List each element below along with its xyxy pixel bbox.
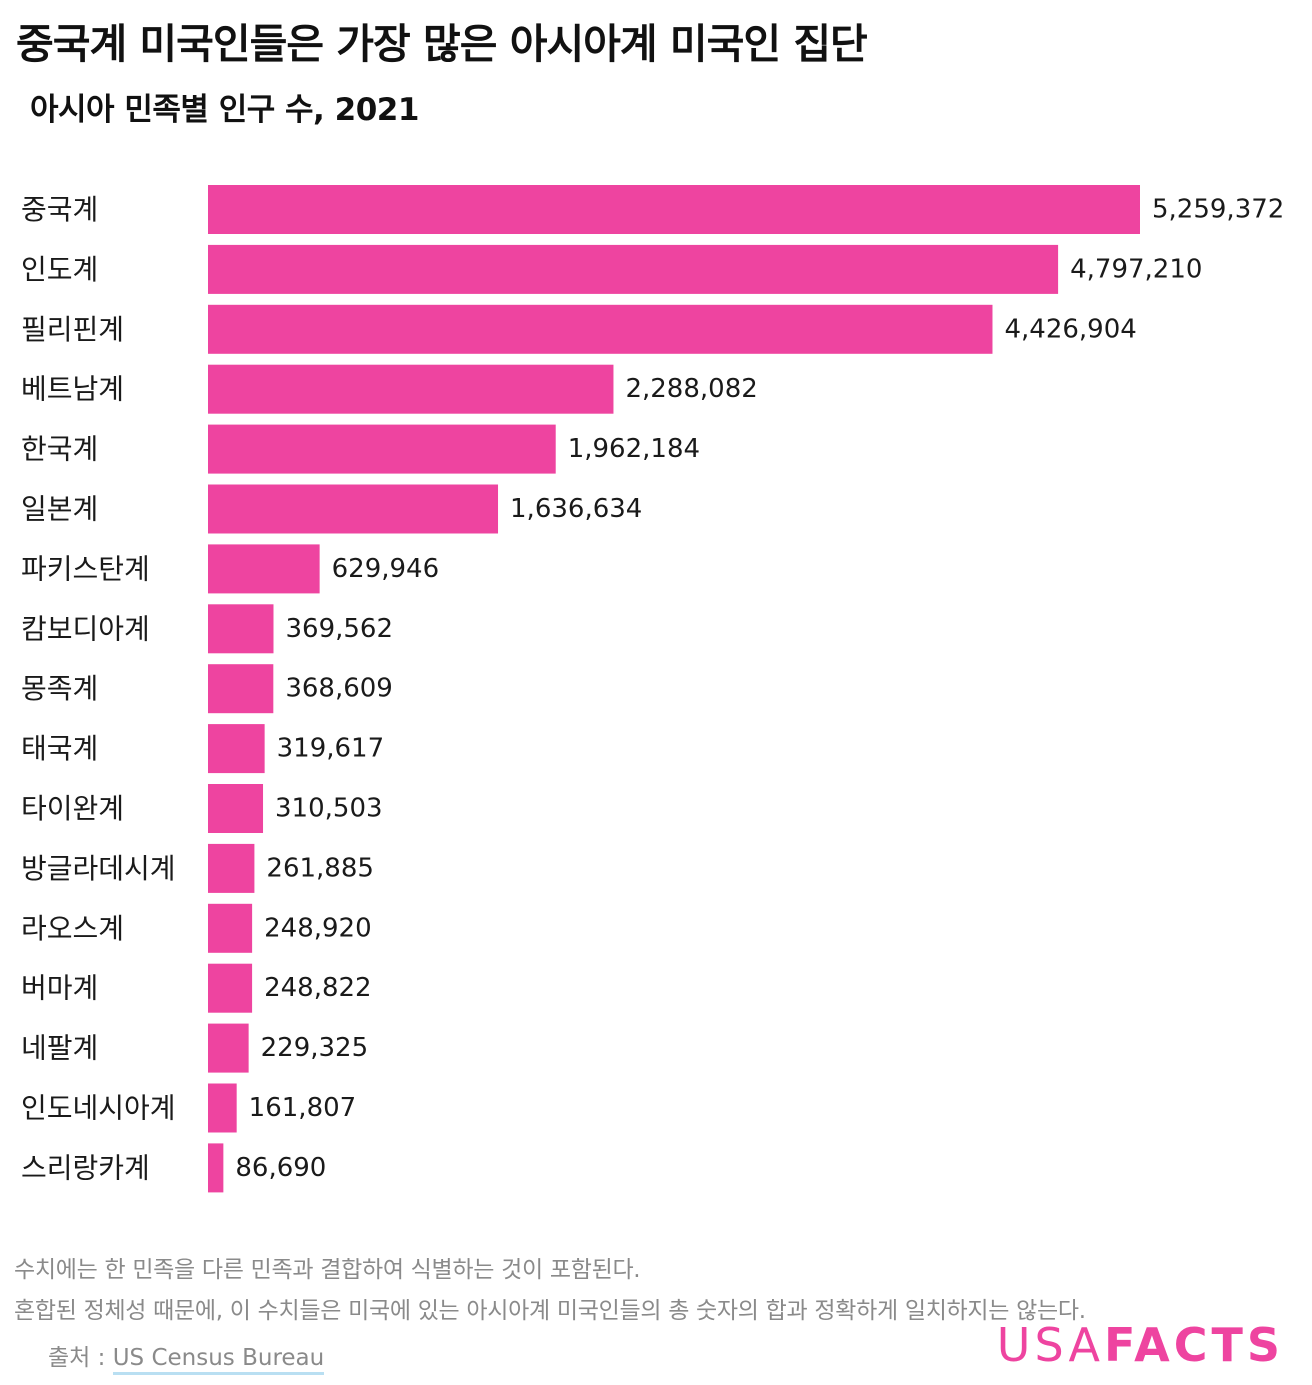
value-label: 4,797,210 xyxy=(1070,254,1202,284)
value-label: 5,259,372 xyxy=(1152,195,1284,225)
value-label: 248,920 xyxy=(264,913,372,943)
value-label: 2,288,082 xyxy=(625,374,757,404)
value-label: 229,325 xyxy=(261,1033,369,1063)
logo-usa-text: USA xyxy=(996,1318,1104,1372)
source-line: 출처 : US Census Bureau xyxy=(48,1338,325,1375)
value-label: 319,617 xyxy=(277,734,385,764)
bar xyxy=(208,185,1140,234)
source-label: 출처 : xyxy=(48,1345,106,1371)
bar xyxy=(208,424,556,474)
value-label: 369,562 xyxy=(285,614,393,644)
category-label: 방글라데시계 xyxy=(21,852,176,885)
category-label: 인도계 xyxy=(21,253,98,286)
value-label: 161,807 xyxy=(249,1093,357,1123)
category-label: 스리랑카계 xyxy=(21,1151,150,1184)
value-label: 261,885 xyxy=(266,853,374,883)
value-label: 1,962,184 xyxy=(568,434,700,464)
value-label: 310,503 xyxy=(275,794,383,824)
footnote-1: 수치에는 한 민족을 다른 민족과 결합하여 식별하는 것이 포함된다. xyxy=(14,1257,641,1283)
value-label: 1,636,634 xyxy=(510,494,642,524)
category-label: 태국계 xyxy=(21,732,98,765)
bar xyxy=(208,724,265,774)
category-label: 버마계 xyxy=(21,972,98,1005)
bar xyxy=(208,903,253,953)
chart-subtitle: 아시아 민족별 인구 수, 2021 xyxy=(30,92,419,128)
bar xyxy=(208,664,274,714)
category-label: 타이완계 xyxy=(21,792,124,825)
bar-chart: 중국계 5,259,372 인도계 4,797,210 필리핀계 4,426,904 베트남… xyxy=(21,185,1284,1193)
bar xyxy=(208,963,253,1013)
category-label: 필리핀계 xyxy=(21,313,124,346)
value-label: 4,426,904 xyxy=(1004,314,1136,344)
bar xyxy=(208,544,320,594)
category-label: 몽족계 xyxy=(21,672,98,705)
footnote-2: 혼합된 정체성 때문에, 이 수치들은 미국에 있는 아시아계 미국인들의 총 … xyxy=(14,1298,1086,1324)
usafacts-logo: USAFACTS xyxy=(997,1318,1284,1372)
value-label: 248,822 xyxy=(264,973,372,1003)
category-label: 일본계 xyxy=(21,493,98,526)
bar xyxy=(208,784,264,833)
bar xyxy=(208,1023,249,1073)
source-link[interactable]: US Census Bureau xyxy=(112,1345,325,1375)
bar xyxy=(208,1143,224,1193)
category-label: 중국계 xyxy=(21,193,98,226)
bar xyxy=(208,843,255,893)
category-label: 파키스탄계 xyxy=(21,552,150,585)
category-label: 네팔계 xyxy=(21,1032,98,1065)
category-label: 베트남계 xyxy=(21,373,124,406)
value-label: 368,609 xyxy=(285,674,393,704)
bar xyxy=(208,1083,237,1133)
value-label: 86,690 xyxy=(235,1153,326,1183)
bar xyxy=(208,364,614,414)
bar xyxy=(208,244,1059,294)
bar xyxy=(208,304,993,354)
category-label: 라오스계 xyxy=(21,912,124,945)
bar xyxy=(208,484,499,534)
category-label: 인도네시아계 xyxy=(21,1092,176,1125)
logo-facts-text: FACTS xyxy=(1103,1318,1284,1372)
bar xyxy=(208,604,274,654)
chart-title: 중국계 미국인들은 가장 많은 아시아계 미국인 집단 xyxy=(16,20,868,68)
category-label: 캄보디아계 xyxy=(21,612,150,645)
value-label: 629,946 xyxy=(332,554,440,584)
category-label: 한국계 xyxy=(21,433,98,466)
